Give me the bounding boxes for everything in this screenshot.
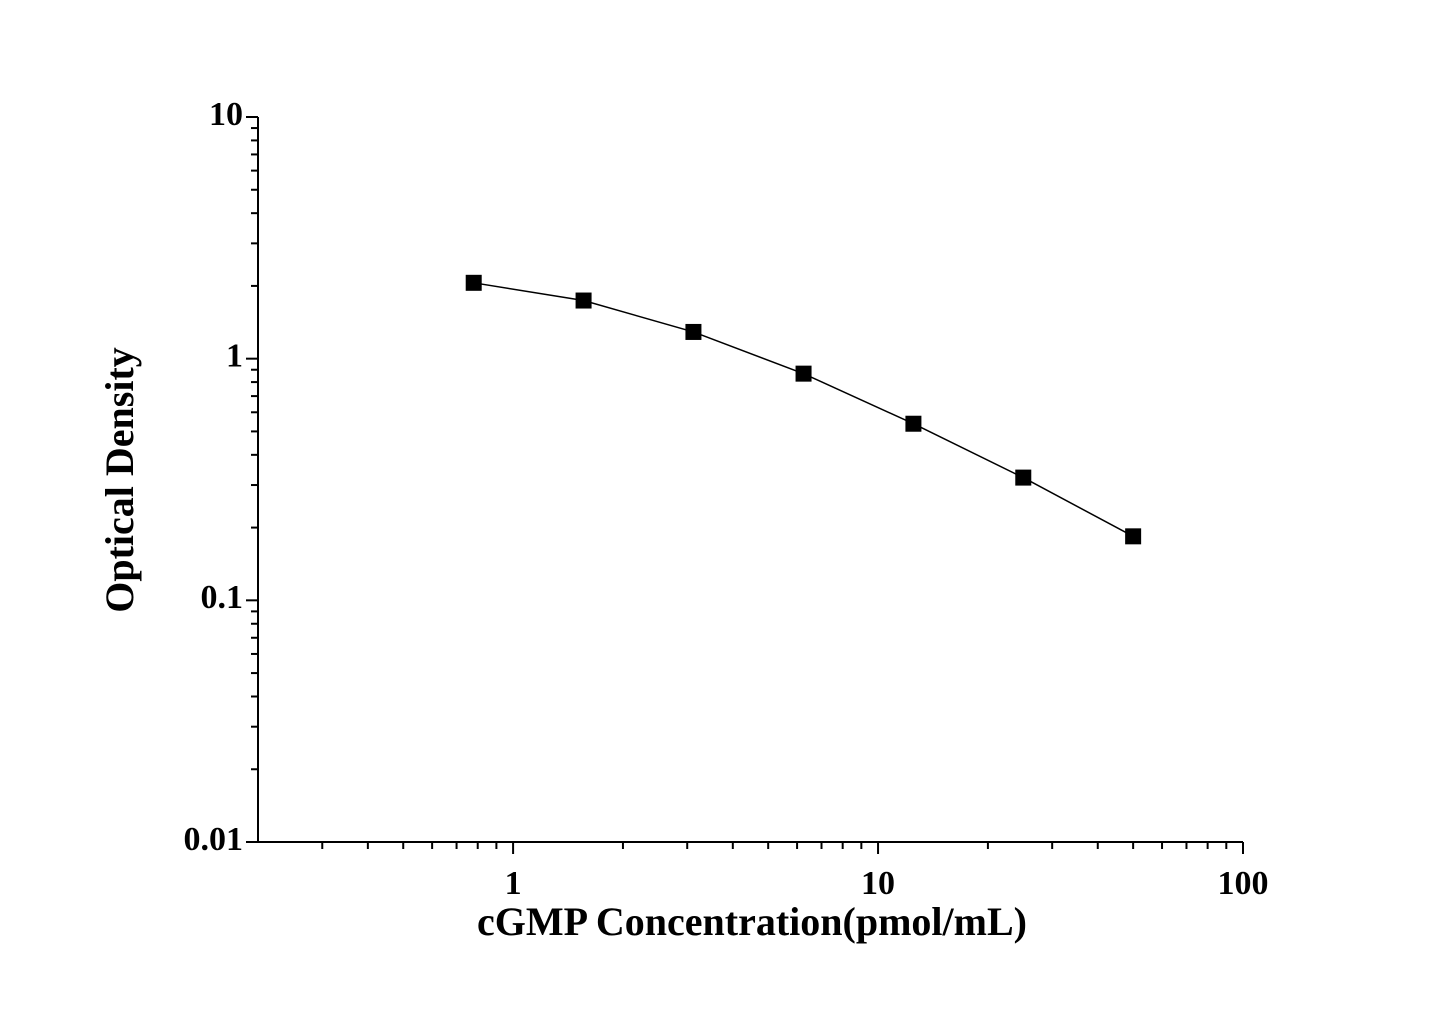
x-axis-title: cGMP Concentration(pmol/mL) (477, 899, 1027, 944)
y-tick-label: 0.1 (201, 579, 244, 616)
point (795, 365, 812, 382)
point (685, 323, 702, 340)
y-tick-label: 0.01 (184, 821, 244, 858)
x-tick-label: 10 (861, 865, 895, 902)
curve (473, 282, 1134, 537)
x-tick-label: 100 (1218, 865, 1269, 902)
point (465, 274, 482, 291)
point (905, 415, 922, 432)
y-tick-label: 1 (226, 337, 243, 374)
y-axis-title: Optical Density (97, 347, 142, 613)
point (1125, 528, 1142, 545)
y-tick-label: 10 (209, 96, 243, 133)
point (575, 292, 592, 309)
point (1015, 469, 1032, 486)
x-tick-label: 1 (505, 865, 522, 902)
